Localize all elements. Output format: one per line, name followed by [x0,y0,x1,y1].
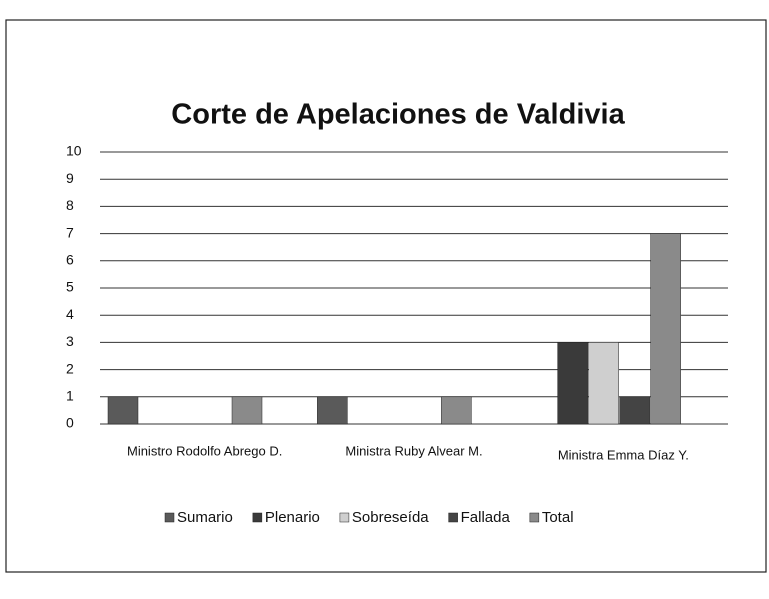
bar [619,396,650,425]
x-tick-label: Ministra Ruby Alvear M. [345,443,482,458]
legend-swatch [339,512,350,523]
y-tick-label: 4 [66,306,74,322]
bar [650,233,681,425]
y-tick-label: 6 [66,252,74,268]
y-tick-label: 3 [66,333,74,349]
bar [557,342,588,425]
y-tick-label: 0 [66,415,74,431]
y-tick-label: 10 [66,143,82,159]
frame [5,19,767,573]
bar [107,396,139,425]
y-tick-label: 5 [66,279,74,295]
legend-swatch [448,512,458,523]
y-tick-label: 2 [66,360,74,376]
x-tick-label: Ministra Emma Díaz Y. [558,447,689,462]
legend-label: Plenario [265,509,320,526]
bar [231,396,263,425]
bar [317,396,348,425]
legend-swatch [164,512,175,523]
y-tick-label: 9 [66,170,74,186]
legend-swatch [529,512,540,523]
bar [588,342,619,425]
legend-label: Total [542,509,574,526]
legend-swatch [252,512,263,523]
legend-label: Sumario [177,509,233,526]
bar [441,396,472,425]
x-tick-label: Ministro Rodolfo Abrego D. [127,443,282,458]
legend-label: Sobreseída [352,509,429,526]
y-tick-label: 8 [66,197,74,213]
chart-title: Corte de Apelaciones de Valdivia [171,99,625,131]
legend-label: Fallada [461,509,511,526]
y-tick-label: 7 [66,224,74,240]
y-tick-label: 1 [66,388,74,404]
